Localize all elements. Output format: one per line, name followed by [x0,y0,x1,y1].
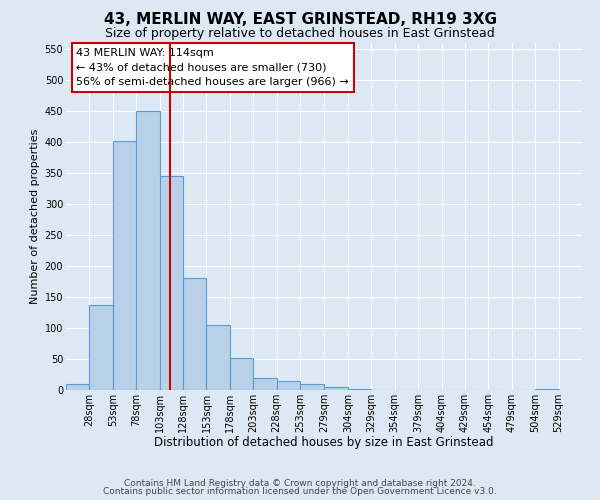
Text: 43, MERLIN WAY, EAST GRINSTEAD, RH19 3XG: 43, MERLIN WAY, EAST GRINSTEAD, RH19 3XG [104,12,497,28]
Bar [113,140,136,390]
Bar [66,384,89,390]
Bar [300,384,323,390]
Text: Size of property relative to detached houses in East Grinstead: Size of property relative to detached ho… [105,28,495,40]
Bar [230,358,253,390]
Bar [160,176,183,390]
X-axis label: Distribution of detached houses by size in East Grinstead: Distribution of detached houses by size … [154,436,494,450]
Bar [535,389,559,390]
Text: Contains public sector information licensed under the Open Government Licence v3: Contains public sector information licen… [103,487,497,496]
Bar [183,278,206,390]
Y-axis label: Number of detached properties: Number of detached properties [31,128,40,304]
Text: 43 MERLIN WAY: 114sqm
← 43% of detached houses are smaller (730)
56% of semi-det: 43 MERLIN WAY: 114sqm ← 43% of detached … [76,48,349,88]
Bar [206,325,230,390]
Bar [89,305,113,390]
Bar [253,378,277,390]
Bar [325,387,348,390]
Bar [136,111,160,390]
Bar [348,389,371,390]
Bar [277,380,300,390]
Text: Contains HM Land Registry data © Crown copyright and database right 2024.: Contains HM Land Registry data © Crown c… [124,478,476,488]
